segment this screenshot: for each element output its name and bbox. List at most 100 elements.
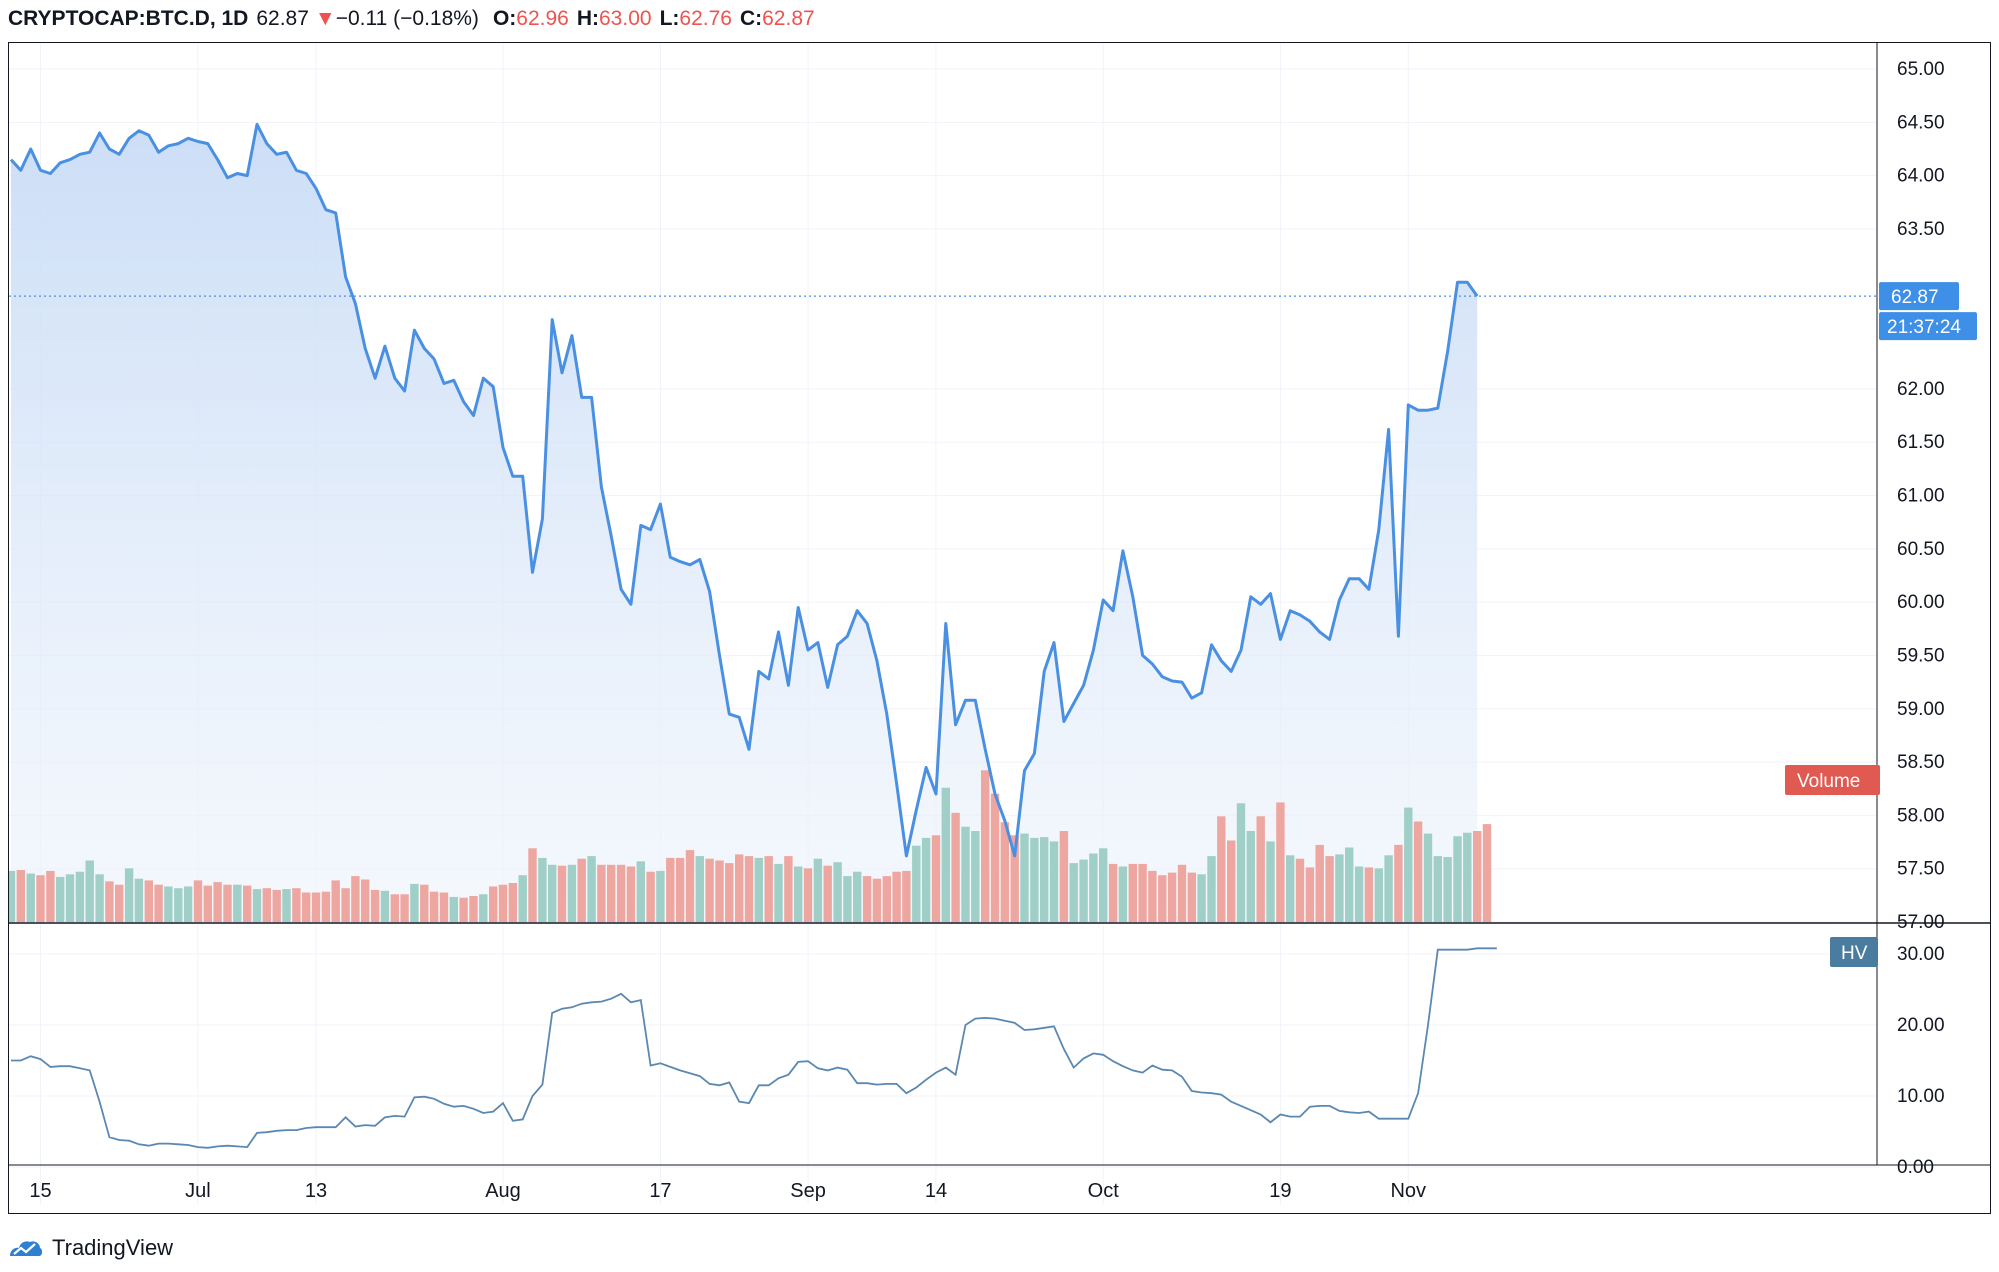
- chart-canvas[interactable]: 65.00 64.50 64.00 63.50 62.00 61.50 61.00 60.50…: [9, 43, 1990, 1213]
- volume-bar: [16, 870, 25, 922]
- volume-bar: [223, 884, 232, 922]
- volume-bar: [587, 856, 596, 922]
- tradingview-logo[interactable]: TradingView: [8, 1232, 173, 1264]
- time-tick-label: 14: [925, 1180, 947, 1202]
- time-tick-label: 19: [1269, 1180, 1291, 1202]
- volume-bar: [1079, 859, 1088, 922]
- low-label: L:: [659, 7, 680, 30]
- volume-bar: [183, 886, 193, 922]
- volume-bar: [725, 863, 734, 922]
- volume-bar: [1315, 844, 1324, 922]
- volume-bar: [705, 858, 714, 922]
- price-series-line: [9, 122, 1479, 858]
- price-tick-label: 62.00: [1897, 379, 1945, 400]
- symbol-header: CRYPTOCAP:BTC.D, 1D 62.87 ▼ −0.11 (−0.18…: [8, 4, 815, 34]
- volume-bar: [203, 885, 212, 922]
- volume-tag: [1785, 765, 1880, 795]
- volume-bar: [1256, 816, 1265, 922]
- volume-bar: [616, 864, 626, 922]
- volume-bar: [1443, 857, 1452, 922]
- volume-bar: [1217, 816, 1226, 922]
- price-tick-label: 61.50: [1897, 432, 1945, 453]
- volume-bar: [410, 883, 419, 922]
- volume-bar: [1276, 802, 1285, 922]
- open-value: 62.96: [516, 7, 569, 30]
- volume-bar: [134, 878, 144, 922]
- down-arrow-icon: ▼: [314, 7, 336, 30]
- volume-bar: [282, 889, 291, 922]
- volume-bar: [95, 874, 104, 922]
- price-tick-label: 64.50: [1897, 112, 1945, 133]
- time-tick-label: Oct: [1088, 1180, 1120, 1202]
- volume-bar: [459, 897, 468, 922]
- volume-bar: [321, 891, 331, 922]
- volume-bar: [1158, 875, 1167, 922]
- time-tick-label: Jul: [185, 1180, 211, 1202]
- volume-bar: [1040, 837, 1049, 922]
- volume-bar: [872, 878, 882, 922]
- close-value: 62.87: [762, 7, 815, 30]
- volume-bar: [1354, 866, 1364, 922]
- volume-bar: [981, 770, 990, 922]
- volume-bar: [548, 864, 557, 922]
- volume-bar: [85, 860, 94, 922]
- chart-frame[interactable]: 65.00 64.50 64.00 63.50 62.00 61.50 61.00 60.50…: [8, 42, 1991, 1214]
- volume-bar: [921, 837, 931, 922]
- symbol-name[interactable]: CRYPTOCAP:BTC.D, 1D: [8, 7, 249, 30]
- price-tag-text: 62.87: [1891, 287, 1939, 308]
- volume-bar: [124, 868, 134, 922]
- volume-bar: [764, 856, 773, 922]
- volume-bar: [557, 865, 567, 922]
- high-label: H:: [576, 7, 599, 30]
- volume-bar: [1118, 866, 1128, 922]
- volume-bar: [754, 857, 763, 922]
- volume-bar: [1325, 856, 1334, 922]
- time-tick-label: Nov: [1390, 1180, 1426, 1202]
- volume-bar: [469, 896, 478, 922]
- volume-bar: [400, 894, 409, 922]
- volume-bar: [862, 876, 872, 922]
- volume-bar: [311, 892, 321, 922]
- hv-tick-label: 30.00: [1897, 944, 1945, 965]
- volume-bar: [813, 858, 823, 922]
- hv-tick-label: 20.00: [1897, 1015, 1945, 1036]
- price-tick-label: 58.00: [1897, 805, 1945, 826]
- volume-bar: [666, 857, 675, 922]
- volume-bar: [380, 890, 390, 922]
- volume-bar: [1089, 853, 1098, 922]
- volume-bar: [1345, 847, 1354, 922]
- price-tick-label: 60.50: [1897, 539, 1945, 560]
- volume-bar: [823, 865, 832, 922]
- volume-bar: [1364, 867, 1374, 922]
- volume-bar: [1266, 841, 1275, 922]
- last-price: 62.87: [256, 7, 309, 30]
- volume-bar: [272, 889, 281, 922]
- volume-bar: [429, 891, 439, 922]
- volume-bar: [1227, 840, 1236, 922]
- volume-bar: [1020, 833, 1029, 922]
- volume-bar: [449, 896, 458, 922]
- volume-bar: [1059, 831, 1069, 922]
- volume-bar: [715, 860, 724, 922]
- time-tick-label: Sep: [790, 1180, 826, 1202]
- volume-bar: [931, 835, 941, 922]
- volume-bar: [794, 866, 803, 922]
- price-tick-label: 59.00: [1897, 699, 1945, 720]
- volume-bar: [233, 884, 242, 922]
- volume-bar: [656, 870, 665, 922]
- volume-bar: [36, 875, 45, 922]
- price-tick-label: 60.00: [1897, 592, 1945, 613]
- volume-bar: [1138, 863, 1147, 922]
- price-line: [9, 122, 1479, 858]
- close-label: C:: [739, 7, 763, 30]
- volume-bar: [1413, 821, 1423, 922]
- price-tag: [1879, 282, 1959, 311]
- open-label: O:: [492, 7, 517, 30]
- volume-bar: [1207, 856, 1216, 922]
- tradingview-icon: [10, 1241, 43, 1256]
- volume-bar: [292, 888, 301, 922]
- volume-bar: [843, 876, 852, 922]
- price-change: −0.11 (−0.18%): [335, 7, 479, 30]
- price-tick-label: 61.00: [1897, 486, 1945, 507]
- volume-bar: [961, 826, 970, 922]
